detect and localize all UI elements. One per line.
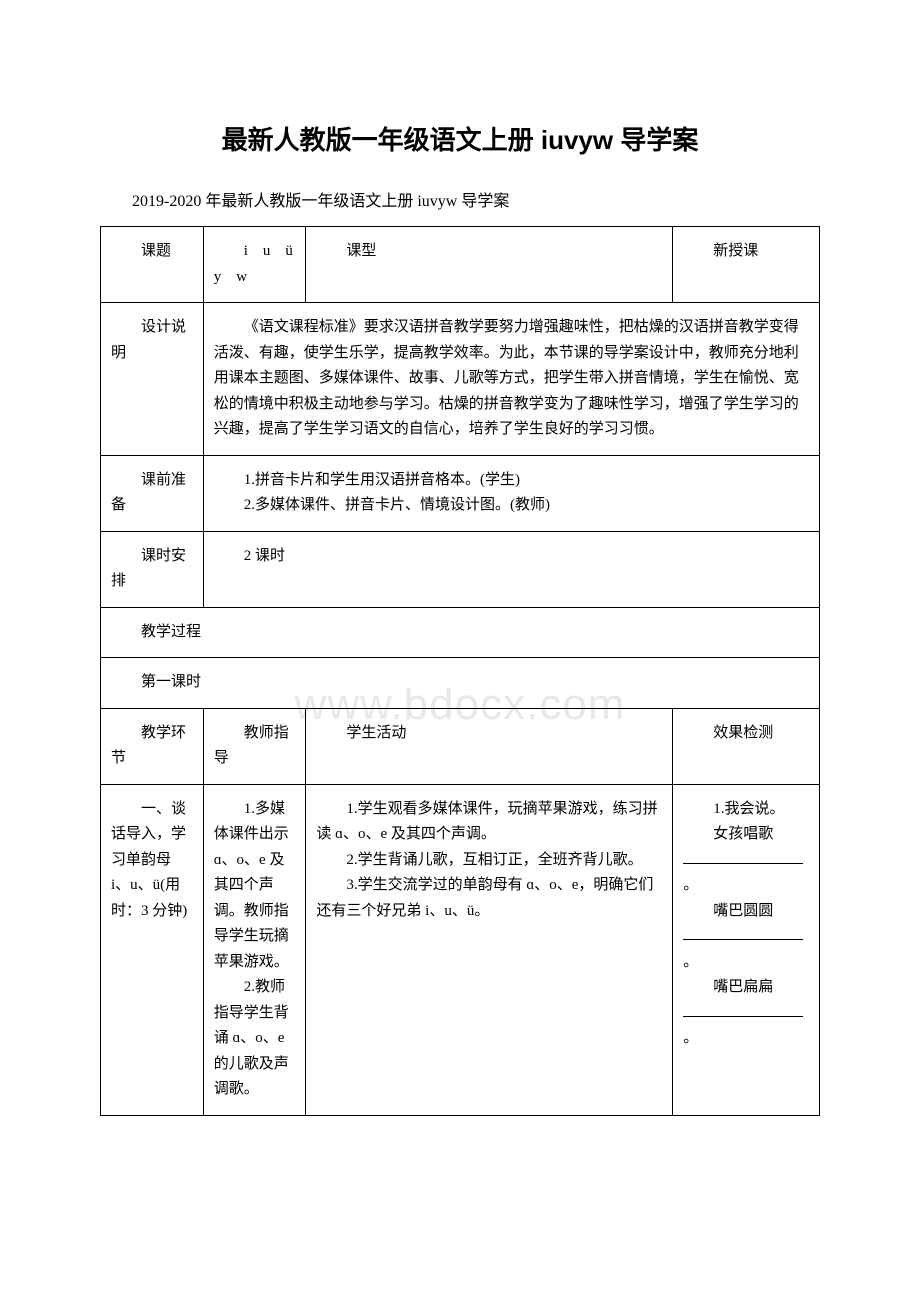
cell-header-effect: 效果检测: [673, 708, 820, 784]
blank-line: [743, 925, 803, 940]
cell-hours-text: 2 课时: [203, 531, 819, 607]
table-row-lesson1: 第一课时: [101, 658, 820, 709]
cell-prep-label: 课前准备: [101, 455, 204, 531]
cell-section1-teacher: 1.多媒体课件出示 ɑ、o、e 及其四个声调。教师指导学生玩摘苹果游戏。 2.教…: [203, 784, 306, 1115]
document-subtitle: 2019-2020 年最新人教版一年级语文上册 iuvyw 导学案: [100, 187, 820, 211]
cell-section1-stage: 一、谈话导入，学习单韵母 i、u、ü(用时：3 分钟): [101, 784, 204, 1115]
cell-header-teacher: 教师指导: [203, 708, 306, 784]
cell-topic-label: 课题: [101, 227, 204, 303]
blank-line: [743, 1002, 803, 1017]
cell-header-student: 学生活动: [306, 708, 673, 784]
blank-line: [683, 1002, 743, 1017]
cell-hours-label: 课时安排: [101, 531, 204, 607]
blank-line: [743, 849, 803, 864]
table-row-prep: 课前准备 1.拼音卡片和学生用汉语拼音格本。(学生) 2.多媒体课件、拼音卡片、…: [101, 455, 820, 531]
cell-type-label: 课型: [306, 227, 673, 303]
cell-type-value: 新授课: [673, 227, 820, 303]
cell-lesson1: 第一课时: [101, 658, 820, 709]
table-row-design: 设计说明 《语文课程标准》要求汉语拼音教学要努力增强趣味性，把枯燥的汉语拼音教学…: [101, 303, 820, 456]
cell-header-stage: 教学环节: [101, 708, 204, 784]
cell-design-text: 《语文课程标准》要求汉语拼音教学要努力增强趣味性，把枯燥的汉语拼音教学变得活泼、…: [203, 303, 819, 456]
cell-section1-student: 1.学生观看多媒体课件，玩摘苹果游戏，练习拼读 ɑ、o、e 及其四个声调。 2.…: [306, 784, 673, 1115]
cell-section1-effect: 1.我会说。 女孩唱歌 。 嘴巴圆圆 。 嘴巴扁扁 。: [673, 784, 820, 1115]
table-row-section1: 一、谈话导入，学习单韵母 i、u、ü(用时：3 分钟) 1.多媒体课件出示 ɑ、…: [101, 784, 820, 1115]
cell-process: 教学过程: [101, 607, 820, 658]
table-row-topic: 课题 i u ü y w 课型 新授课: [101, 227, 820, 303]
cell-prep-text: 1.拼音卡片和学生用汉语拼音格本。(学生) 2.多媒体课件、拼音卡片、情境设计图…: [203, 455, 819, 531]
table-row-headers: 教学环节 教师指导 学生活动 效果检测: [101, 708, 820, 784]
table-row-process: 教学过程: [101, 607, 820, 658]
blank-line: [683, 849, 743, 864]
cell-design-label: 设计说明: [101, 303, 204, 456]
document-title: 最新人教版一年级语文上册 iuvyw 导学案: [100, 120, 820, 157]
blank-line: [683, 925, 743, 940]
lesson-plan-table: 课题 i u ü y w 课型 新授课 设计说明 《语文课程标准》要求汉语拼音教…: [100, 226, 820, 1116]
cell-topic-value: i u ü y w: [203, 227, 306, 303]
document-content: 最新人教版一年级语文上册 iuvyw 导学案 2019-2020 年最新人教版一…: [100, 120, 820, 1116]
table-row-hours: 课时安排 2 课时: [101, 531, 820, 607]
